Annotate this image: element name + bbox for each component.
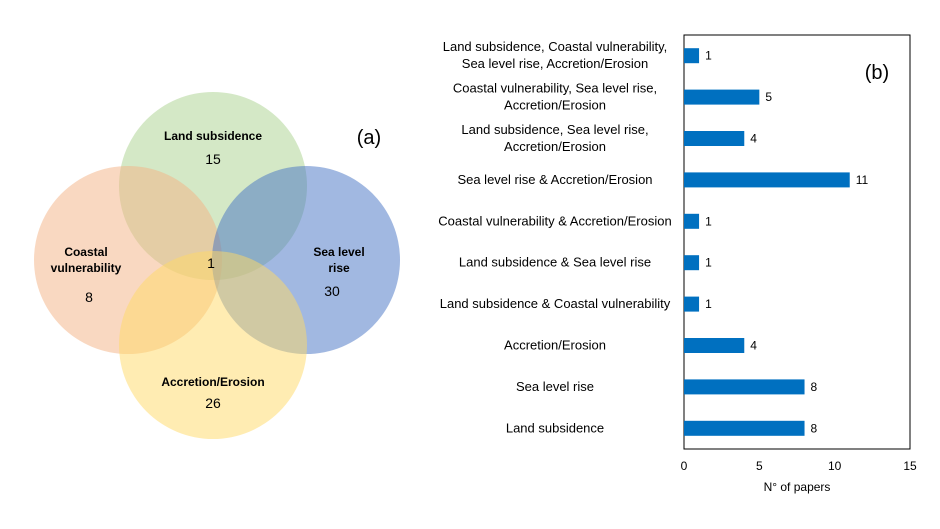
venn-label-coastal-vulnerability-1: Coastal: [64, 245, 107, 259]
x-tick-label-0: 0: [681, 459, 688, 473]
category-label-5-line-0: Land subsidence & Sea level rise: [459, 255, 651, 270]
bar-value-label-3: 11: [856, 173, 869, 187]
venn-label-land-subsidence: Land subsidence: [164, 129, 262, 143]
category-label-3-line-0: Sea level rise & Accretion/Erosion: [457, 172, 652, 187]
bars: [684, 48, 850, 436]
bar-value-label-8: 8: [811, 380, 818, 394]
bar-6: [684, 296, 700, 312]
bar-7: [684, 338, 745, 353]
bar-4: [684, 213, 700, 229]
category-label-9-line-0: Land subsidence: [506, 420, 604, 435]
venn-label-accretion-erosion: Accretion/Erosion: [161, 375, 264, 389]
bar-0: [684, 48, 700, 64]
category-labels: Land subsidence, Coastal vulnerability, S…: [438, 39, 671, 435]
venn-circle-accretion-erosion: [119, 251, 307, 439]
plot-frame: [683, 34, 911, 450]
bar-value-label-2: 4: [750, 132, 757, 146]
venn-count-sea-level-rise: 30: [324, 283, 340, 299]
x-axis-title: N° of papers: [764, 480, 831, 494]
venn-label-coastal-vulnerability-2: vulnerability: [51, 261, 122, 275]
x-tick-label-1: 5: [756, 459, 763, 473]
venn-label-sea-level-rise-2: rise: [328, 261, 350, 275]
bar-value-label-0: 1: [705, 49, 712, 63]
x-axis-ticks: 0 5 10 15: [681, 459, 917, 473]
bar-8: [684, 379, 805, 395]
bar-value-label-6: 1: [705, 297, 712, 311]
category-label-4-line-0: Coastal vulnerability & Accretion/Erosio…: [438, 213, 671, 228]
category-label-1-line-1: Accretion/Erosion: [504, 98, 606, 113]
panel-label-b: (b): [865, 62, 889, 84]
bar-value-label-1: 5: [765, 90, 772, 104]
venn-count-accretion-erosion: 26: [205, 395, 221, 411]
venn-count-land-subsidence: 15: [205, 151, 221, 167]
bar-9: [684, 420, 805, 436]
x-tick-label-3: 15: [903, 459, 917, 473]
category-label-2-line-1: Accretion/Erosion: [504, 139, 606, 154]
category-label-8-line-0: Sea level rise: [516, 379, 594, 394]
category-label-0-line-1: Sea level rise, Accretion/Erosion: [462, 56, 648, 71]
category-label-1-line-0: Coastal vulnerability, Sea level rise,: [453, 81, 657, 96]
bar-value-label-4: 1: [705, 214, 712, 228]
category-label-0-line-0: Land subsidence, Coastal vulnerability,: [443, 39, 668, 54]
bar-value-label-5: 1: [705, 256, 712, 270]
bar-value-label-7: 4: [750, 339, 757, 353]
venn-count-center: 1: [207, 255, 215, 271]
category-label-7-line-0: Accretion/Erosion: [504, 338, 606, 353]
category-label-6-line-0: Land subsidence & Coastal vulnerability: [440, 296, 671, 311]
bar-1: [684, 89, 760, 105]
panel-label-a: (a): [357, 127, 381, 149]
venn-label-sea-level-rise-1: Sea level: [313, 245, 364, 259]
bar-5: [684, 255, 700, 271]
x-tick-label-2: 10: [828, 459, 842, 473]
category-label-2-line-0: Land subsidence, Sea level rise,: [461, 122, 648, 137]
bar-2: [684, 131, 745, 146]
bar-value-label-9: 8: [811, 421, 818, 435]
venn-count-coastal-vulnerability: 8: [85, 289, 93, 305]
bar-3: [684, 172, 850, 188]
venn-diagram: Land subsidence 15 Coastal vulnerability…: [34, 92, 400, 439]
